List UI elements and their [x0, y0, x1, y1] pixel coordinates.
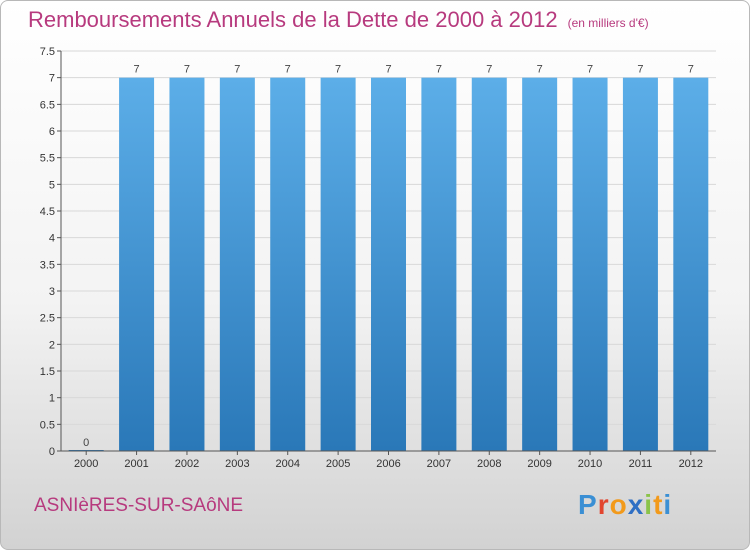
logo-letter: P	[578, 489, 598, 520]
x-tick-label: 2012	[679, 458, 703, 470]
x-tick-label: 2011	[629, 458, 653, 470]
chart-title-text: Remboursements Annuels de la Dette de 20…	[28, 7, 558, 32]
y-tick-label: 0.5	[40, 419, 55, 431]
bar-2001	[119, 77, 155, 452]
y-tick-label: 7	[49, 73, 55, 85]
value-label: 7	[184, 64, 190, 76]
bar-2007	[421, 77, 457, 452]
chart-title: Remboursements Annuels de la Dette de 20…	[28, 7, 649, 33]
bar-2002	[169, 77, 205, 452]
x-tick-label: 2007	[427, 458, 451, 470]
value-label: 7	[385, 64, 391, 76]
value-label: 7	[688, 64, 694, 76]
y-tick-label: 5.5	[40, 153, 55, 165]
labels: 0 0.5 1 1.5 2 2.5 3 3.5 4 4.5 5 5.5 6 6.5 7 7.5 0 2000 7 20…	[40, 46, 703, 470]
y-tick-label: 6	[49, 126, 55, 138]
axes	[57, 50, 716, 455]
value-label: 7	[335, 64, 341, 76]
bar-2009	[522, 77, 558, 452]
bar-2006	[371, 77, 406, 452]
y-tick-label: 7.5	[40, 46, 55, 58]
logo-letter: i	[663, 489, 673, 520]
value-label: 7	[436, 64, 442, 76]
bar-2004	[270, 77, 306, 452]
bar-2012	[673, 77, 709, 452]
y-tick-label: 3	[49, 286, 55, 298]
x-tick-label: 2008	[477, 458, 501, 470]
logo-letter: t	[653, 489, 664, 520]
x-tick-label: 2003	[225, 458, 249, 470]
y-tick-label: 1	[49, 393, 55, 405]
y-tick-label: 1.5	[40, 366, 55, 378]
logo-letter: o	[609, 489, 628, 520]
bar-2003	[219, 77, 255, 452]
chart-subtitle: (en milliers d'€)	[567, 16, 649, 30]
value-label: 7	[637, 64, 643, 76]
logo-letter: i	[644, 489, 654, 520]
bar-2011	[622, 77, 658, 452]
y-tick-label: 0	[49, 446, 55, 458]
value-label: 7	[587, 64, 593, 76]
value-label: 7	[285, 64, 291, 76]
y-tick-label: 4	[49, 233, 55, 245]
value-label: 0	[83, 437, 89, 449]
x-tick-label: 2005	[326, 458, 350, 470]
value-label: 7	[234, 64, 240, 76]
x-tick-label: 2001	[124, 458, 148, 470]
x-tick-label: 2000	[74, 458, 98, 470]
logo-letter: r	[597, 489, 610, 520]
x-tick-label: 2009	[527, 458, 551, 470]
y-tick-label: 2	[49, 339, 55, 351]
x-tick-label: 2010	[578, 458, 602, 470]
y-tick-label: 4.5	[40, 206, 55, 218]
commune-name: ASNIèRES-SUR-SAôNE	[34, 495, 244, 516]
x-tick-label: 2006	[376, 458, 400, 470]
logo-letter: x	[627, 489, 645, 520]
y-tick-label: 6.5	[40, 99, 55, 111]
x-tick-label: 2002	[175, 458, 199, 470]
value-label: 7	[486, 64, 492, 76]
y-tick-label: 5	[49, 179, 55, 191]
y-tick-label: 3.5	[40, 259, 55, 271]
bar-2005	[320, 77, 356, 452]
value-label: 7	[537, 64, 543, 76]
value-label: 7	[134, 64, 140, 76]
bar-2010	[572, 77, 608, 452]
x-tick-label: 2004	[275, 458, 299, 470]
bars	[68, 77, 709, 452]
bar-2008	[471, 77, 507, 452]
y-tick-label: 2.5	[40, 313, 55, 325]
proxiti-logo: Proxiti	[578, 489, 672, 521]
